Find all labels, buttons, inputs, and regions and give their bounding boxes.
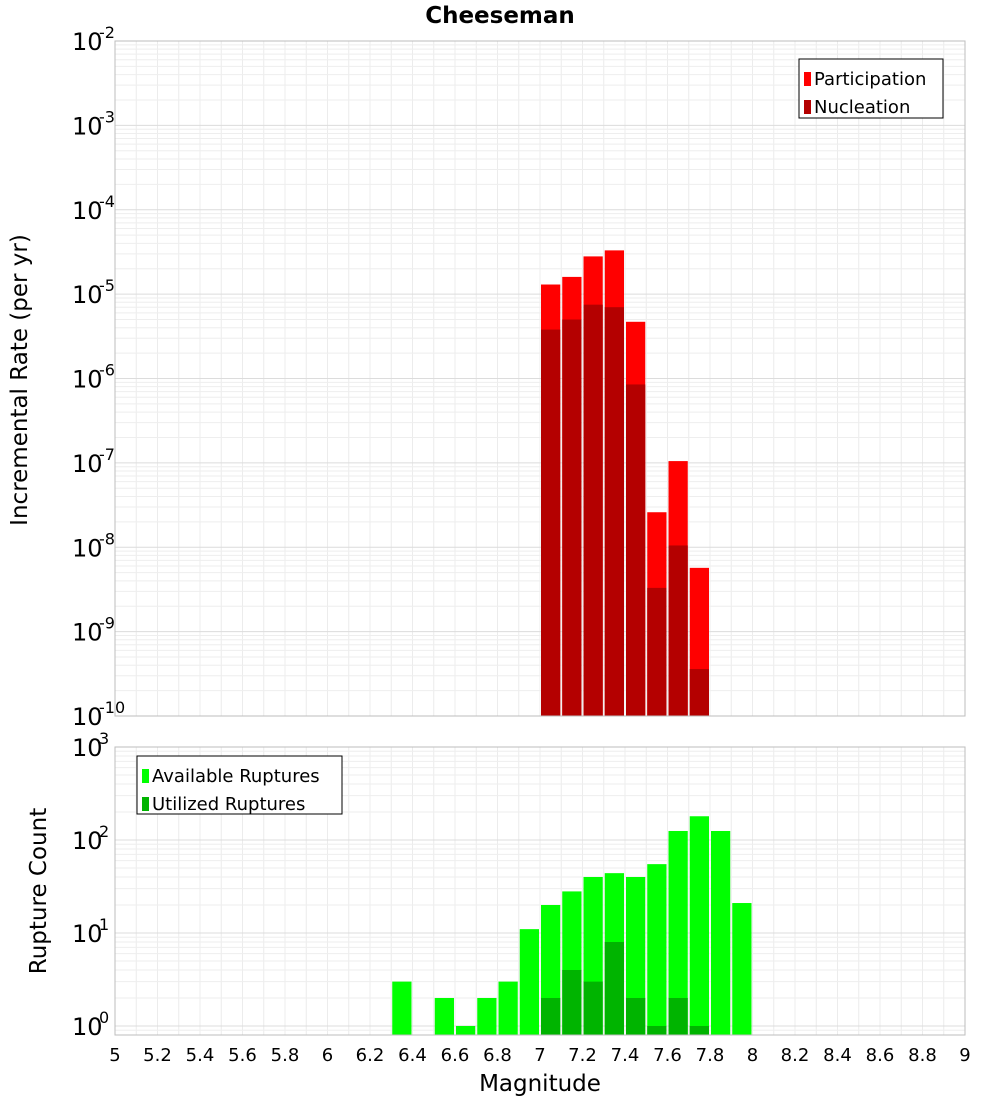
- bottom-legend-swatch: [142, 797, 149, 811]
- top-ytick-base: 10: [72, 28, 103, 56]
- bottom-ytick-base: 10: [72, 734, 103, 762]
- top-legend-label: Nucleation: [814, 97, 910, 118]
- bottom-bar-available-ruptures: [392, 981, 412, 1035]
- top-ytick-base: 10: [72, 534, 103, 562]
- top-bar-nucleation: [668, 545, 688, 716]
- bottom-ytick-exp: 0: [99, 1008, 109, 1027]
- x-tick-label: 6.2: [356, 1045, 385, 1066]
- x-tick-label: 8.2: [781, 1045, 810, 1066]
- bottom-bar-available-ruptures: [732, 903, 752, 1035]
- top-ytick-exp: -10: [99, 698, 125, 717]
- x-tick-label: 8.6: [866, 1045, 895, 1066]
- top-plot-frame: [114, 40, 966, 717]
- bottom-ytick-exp: 1: [99, 915, 109, 934]
- bottom-bar-utilized-ruptures: [668, 997, 688, 1035]
- bottom-legend-label: Utilized Ruptures: [152, 794, 305, 815]
- top-bar-nucleation: [647, 587, 667, 716]
- x-tick-label: 5.4: [186, 1045, 215, 1066]
- top-bar-nucleation: [541, 329, 561, 716]
- bottom-bar-available-ruptures: [626, 877, 646, 1035]
- top-ytick-exp: -5: [99, 276, 115, 295]
- bottom-ytick-base: 10: [72, 827, 103, 855]
- top-legend-box: [798, 58, 944, 119]
- top-ytick-exp: -7: [99, 445, 115, 464]
- top-legend-swatch: [804, 72, 811, 86]
- x-tick-label: 8.4: [823, 1045, 852, 1066]
- x-tick-label: 7.8: [696, 1045, 725, 1066]
- bottom-legend-box: [136, 755, 343, 815]
- chart-title: Cheeseman: [425, 3, 575, 29]
- bottom-ytick-base: 10: [72, 1013, 103, 1041]
- x-tick-label: 8: [747, 1045, 758, 1066]
- bottom-bar-utilized-ruptures: [583, 981, 603, 1035]
- top-ytick-base: 10: [72, 281, 103, 309]
- x-tick-label: 5: [109, 1045, 120, 1066]
- bottom-bar-utilized-ruptures: [626, 997, 646, 1035]
- x-tick-label: 7: [534, 1045, 545, 1066]
- x-tick-label: 6.8: [483, 1045, 512, 1066]
- bottom-ytick-exp: 3: [99, 729, 109, 748]
- x-tick-label: 7.2: [568, 1045, 597, 1066]
- top-ytick-base: 10: [72, 703, 103, 731]
- top-legend-label: Participation: [814, 69, 926, 90]
- bottom-plot-frame: [114, 746, 966, 1036]
- x-tick-label: 5.6: [228, 1045, 257, 1066]
- bottom-bar-available-ruptures: [711, 830, 731, 1035]
- bottom-bar-available-ruptures: [434, 997, 454, 1035]
- top-ytick-base: 10: [72, 197, 103, 225]
- bottom-bar-available-ruptures: [498, 981, 518, 1035]
- x-tick-label: 8.8: [908, 1045, 937, 1066]
- bottom-bar-available-ruptures: [689, 816, 709, 1035]
- top-bar-nucleation: [562, 319, 582, 716]
- x-tick-label: 5.2: [143, 1045, 172, 1066]
- top-ytick-exp: -2: [99, 23, 115, 42]
- top-bar-nucleation: [583, 304, 603, 716]
- bottom-bar-available-ruptures: [647, 864, 667, 1035]
- x-tick-label: 6: [322, 1045, 333, 1066]
- x-tick-label: 7.6: [653, 1045, 682, 1066]
- bottom-legend-swatch: [142, 769, 149, 783]
- top-legend-swatch: [804, 100, 811, 114]
- top-ytick-exp: -6: [99, 361, 115, 380]
- bottom-bar-utilized-ruptures: [647, 1025, 667, 1035]
- top-bar-nucleation: [626, 384, 646, 716]
- bottom-bar-utilized-ruptures: [604, 942, 624, 1035]
- bottom-y-axis-label: Rupture Count: [26, 808, 52, 974]
- bottom-bar-utilized-ruptures: [562, 969, 582, 1035]
- top-y-axis-label: Incremental Rate (per yr): [7, 234, 33, 526]
- bottom-bar-available-ruptures: [456, 1025, 476, 1035]
- bottom-bar-available-ruptures: [477, 997, 497, 1035]
- top-bar-nucleation: [604, 307, 624, 716]
- bottom-ytick-base: 10: [72, 920, 103, 948]
- top-ytick-base: 10: [72, 619, 103, 647]
- bottom-ytick-exp: 2: [99, 822, 109, 841]
- top-ytick-exp: -9: [99, 614, 115, 633]
- top-ytick-exp: -4: [99, 192, 115, 211]
- x-tick-label: 9: [959, 1045, 970, 1066]
- x-axis-label: Magnitude: [479, 1071, 601, 1097]
- top-ytick-base: 10: [72, 366, 103, 394]
- bottom-bar-utilized-ruptures: [689, 1025, 709, 1035]
- top-ytick-exp: -8: [99, 529, 115, 548]
- x-tick-label: 6.6: [441, 1045, 470, 1066]
- bottom-bar-available-ruptures: [668, 830, 688, 1035]
- bottom-bar-available-ruptures: [519, 929, 539, 1035]
- x-tick-label: 7.4: [611, 1045, 640, 1066]
- x-tick-label: 6.4: [398, 1045, 427, 1066]
- top-ytick-exp: -3: [99, 107, 115, 126]
- bottom-bar-utilized-ruptures: [541, 997, 561, 1035]
- top-ytick-base: 10: [72, 112, 103, 140]
- top-bar-nucleation: [689, 669, 709, 716]
- x-tick-label: 5.8: [271, 1045, 300, 1066]
- top-ytick-base: 10: [72, 450, 103, 478]
- bottom-legend-label: Available Ruptures: [152, 766, 320, 787]
